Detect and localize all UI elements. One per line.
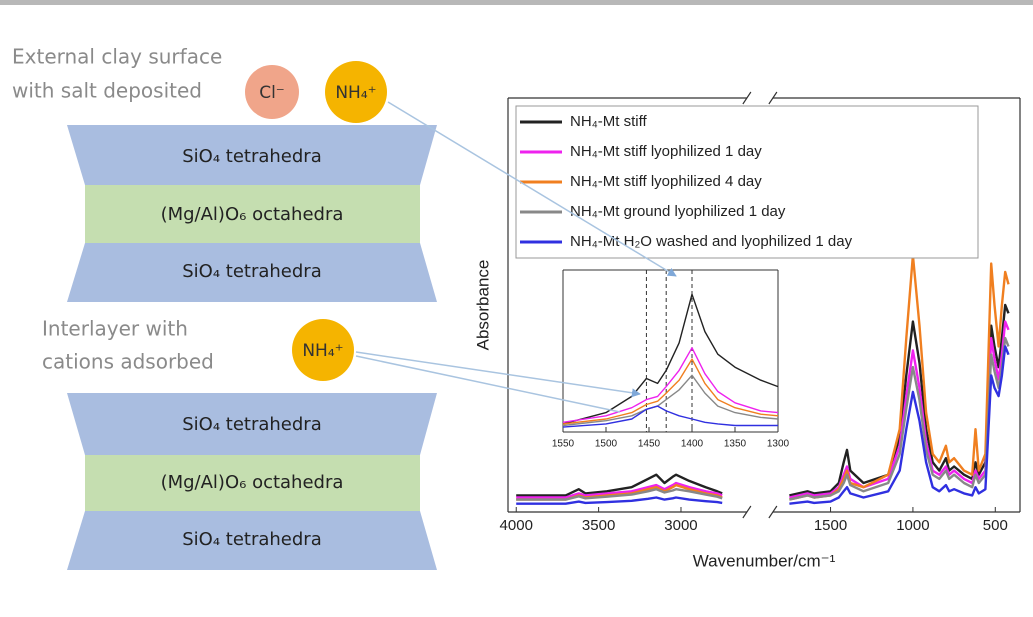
layer-label: SiO₄ tetrahedra bbox=[182, 414, 322, 435]
layer-label: SiO₄ tetrahedra bbox=[182, 146, 322, 167]
x-tick-label: 1550 bbox=[552, 439, 575, 450]
legend-label: NH₄-Mt stiff lyophilized 4 day bbox=[570, 173, 762, 190]
legend-label: NH₄-Mt stiff lyophilized 1 day bbox=[570, 143, 762, 160]
ion-label: NH₄⁺ bbox=[335, 83, 376, 103]
interlayer-label: Interlayer with bbox=[42, 317, 188, 341]
top-bar bbox=[0, 0, 1033, 5]
spectrum-chart: 4000 3500 3000 1500 1000 500 Absorbance Wavenum… bbox=[473, 92, 1020, 570]
layer-label: (Mg/Al)O₆ octahedra bbox=[161, 204, 344, 225]
legend-label: NH₄-Mt H₂O washed and lyophilized 1 day bbox=[570, 233, 853, 250]
x-tick-label: 3500 bbox=[582, 517, 615, 534]
x-tick-label: 3000 bbox=[664, 517, 697, 534]
x-tick-label: 1300 bbox=[767, 439, 790, 450]
surface-label: with salt deposited bbox=[12, 79, 202, 103]
legend-label: NH₄-Mt stiff bbox=[570, 113, 648, 130]
layer-label: (Mg/Al)O₆ octahedra bbox=[161, 472, 344, 493]
ion-label: Cl⁻ bbox=[259, 83, 285, 103]
x-tick-label: 1450 bbox=[638, 439, 661, 450]
x-tick-label: 1350 bbox=[724, 439, 747, 450]
legend-label: NH₄-Mt ground lyophilized 1 day bbox=[570, 203, 786, 220]
x-tick-label: 1500 bbox=[595, 439, 618, 450]
x-tick-label: 500 bbox=[983, 517, 1008, 534]
y-axis-label: Absorbance bbox=[473, 260, 492, 351]
surface-label: External clay surface bbox=[12, 45, 222, 69]
interlayer-label: cations adsorbed bbox=[42, 350, 214, 374]
x-axis-label: Wavenumber/cm⁻¹ bbox=[693, 551, 836, 570]
x-tick-label: 1500 bbox=[814, 517, 847, 534]
x-tick-label: 4000 bbox=[500, 517, 533, 534]
layer-label: SiO₄ tetrahedra bbox=[182, 529, 322, 550]
x-tick-label: 1000 bbox=[896, 517, 929, 534]
plot-background bbox=[563, 270, 778, 432]
ion-label: NH₄⁺ bbox=[302, 341, 343, 361]
figure: External clay surface with salt deposite… bbox=[0, 0, 1033, 617]
layer-label: SiO₄ tetrahedra bbox=[182, 261, 322, 282]
x-tick-label: 1400 bbox=[681, 439, 704, 450]
